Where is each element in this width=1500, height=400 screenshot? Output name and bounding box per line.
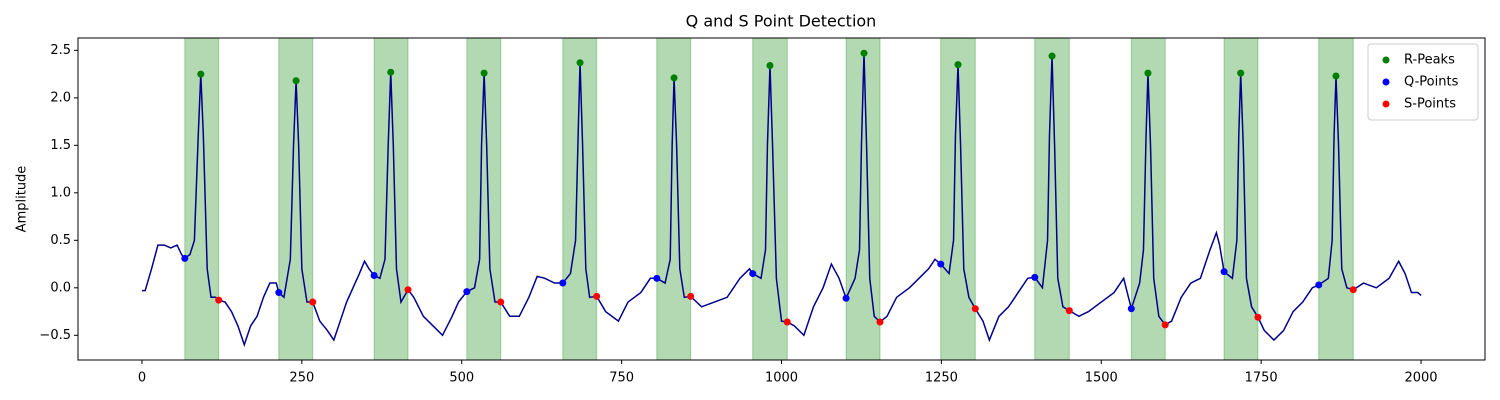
point xyxy=(404,286,412,294)
point xyxy=(1031,273,1039,281)
legend-marker xyxy=(1382,78,1390,86)
point xyxy=(1161,321,1169,329)
chart-title: Q and S Point Detection xyxy=(686,12,877,31)
point xyxy=(309,298,317,306)
point xyxy=(749,270,757,278)
point xyxy=(653,274,661,282)
x-tick-label: 1000 xyxy=(765,371,798,386)
x-tick-label: 750 xyxy=(609,371,634,386)
qrs-region xyxy=(466,37,502,361)
point xyxy=(181,254,189,262)
point xyxy=(593,292,601,300)
y-tick-label: 1.5 xyxy=(50,138,71,153)
point xyxy=(387,68,395,76)
point xyxy=(1144,69,1152,77)
point xyxy=(670,74,678,82)
x-tick-label: 2000 xyxy=(1404,371,1437,386)
point xyxy=(1254,313,1262,321)
point xyxy=(559,279,567,287)
x-tick-label: 1500 xyxy=(1085,371,1118,386)
point xyxy=(576,59,584,67)
y-tick-label: 1.0 xyxy=(50,185,71,200)
point xyxy=(1332,72,1340,80)
point xyxy=(860,49,868,57)
qrs-region xyxy=(1034,37,1070,361)
y-tick-label: 2.0 xyxy=(50,90,71,105)
point xyxy=(1127,305,1135,313)
y-tick-label: 0.5 xyxy=(50,233,71,248)
x-tick-label: 500 xyxy=(449,371,474,386)
y-tick-label: −0.5 xyxy=(39,328,71,343)
point xyxy=(497,298,505,306)
point xyxy=(1048,52,1056,60)
point xyxy=(370,271,378,279)
x-tick-label: 250 xyxy=(289,371,314,386)
point xyxy=(215,296,223,304)
legend-label: R-Peaks xyxy=(1404,53,1455,68)
point xyxy=(876,318,884,326)
point xyxy=(954,61,962,69)
point xyxy=(292,77,300,85)
x-tick-label: 1250 xyxy=(925,371,958,386)
point xyxy=(1315,281,1323,289)
point xyxy=(480,69,488,77)
point xyxy=(1065,307,1073,315)
point xyxy=(971,305,979,313)
point xyxy=(275,289,283,297)
point xyxy=(197,70,205,78)
point xyxy=(766,62,774,70)
legend-box xyxy=(1367,43,1479,121)
point xyxy=(687,292,695,300)
point xyxy=(463,288,471,296)
point xyxy=(1220,268,1228,276)
x-tick-label: 0 xyxy=(138,371,146,386)
legend-label: S-Points xyxy=(1404,97,1456,112)
point xyxy=(783,318,791,326)
y-tick-label: 2.5 xyxy=(50,43,71,58)
legend-marker xyxy=(1382,100,1390,108)
y-tick-label: 0.0 xyxy=(50,280,71,295)
point xyxy=(937,260,945,268)
y-axis-label: Amplitude xyxy=(15,166,30,233)
x-tick-label: 1750 xyxy=(1245,371,1278,386)
legend-marker xyxy=(1382,56,1390,64)
point xyxy=(1237,69,1245,77)
legend-label: Q-Points xyxy=(1404,75,1459,90)
point xyxy=(842,294,850,302)
point xyxy=(1349,286,1357,294)
